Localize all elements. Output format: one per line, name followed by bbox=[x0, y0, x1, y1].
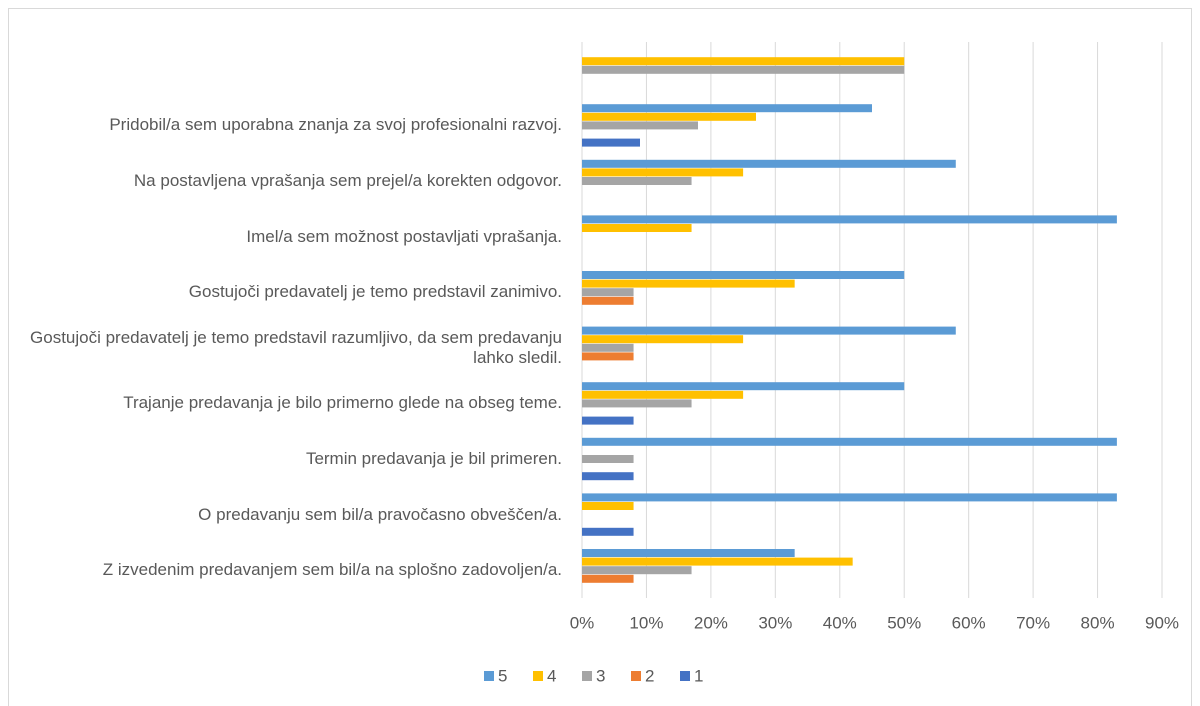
bar bbox=[582, 343, 634, 352]
bar bbox=[582, 502, 634, 510]
bar bbox=[582, 279, 795, 288]
category-label: Gostujoči predavatelj je temo predstavil… bbox=[188, 282, 562, 302]
chart-border bbox=[8, 8, 1192, 706]
bar bbox=[582, 549, 795, 557]
category-label: Z izvedenim predavanjem sem bil/a na spl… bbox=[102, 560, 562, 580]
bar bbox=[582, 65, 905, 74]
bar bbox=[582, 177, 692, 185]
bar bbox=[582, 271, 905, 279]
bar bbox=[582, 224, 692, 232]
x-tick-label: 10% bbox=[629, 613, 663, 632]
bar bbox=[582, 352, 634, 361]
bar bbox=[582, 437, 1117, 446]
bar bbox=[582, 399, 692, 408]
bar bbox=[582, 335, 744, 344]
bar bbox=[582, 104, 872, 113]
x-tick-label: 70% bbox=[1016, 613, 1050, 632]
legend-swatch bbox=[484, 671, 494, 681]
bar bbox=[582, 382, 905, 391]
legend-label: 1 bbox=[694, 666, 703, 685]
legend-label: 5 bbox=[498, 666, 507, 685]
x-tick-label: 0% bbox=[570, 613, 595, 632]
x-tick-label: 60% bbox=[952, 613, 986, 632]
bar bbox=[582, 168, 744, 177]
legend-swatch bbox=[533, 671, 543, 681]
x-tick-label: 40% bbox=[823, 613, 857, 632]
category-label: Trajanje predavanja je bilo primerno gle… bbox=[123, 393, 562, 413]
bar bbox=[582, 215, 1117, 224]
bar bbox=[582, 557, 853, 566]
bar bbox=[582, 296, 634, 305]
category-label: Gostujoči predavatelj je temo predstavil… bbox=[30, 327, 562, 367]
category-label: Termin predavanja je bil primeren. bbox=[305, 448, 562, 468]
category-label: Pridobil/a sem uporabna znanja za svoj p… bbox=[109, 115, 562, 135]
x-tick-label: 30% bbox=[758, 613, 792, 632]
x-tick-label: 80% bbox=[1081, 613, 1115, 632]
category-label: Na postavljena vprašanja sem prejel/a ko… bbox=[133, 170, 562, 190]
bar bbox=[582, 472, 634, 481]
legend-label: 2 bbox=[645, 666, 654, 685]
bar bbox=[582, 112, 756, 121]
bar bbox=[582, 455, 634, 463]
legend-swatch bbox=[631, 671, 641, 681]
bar bbox=[582, 138, 640, 147]
bar bbox=[582, 390, 744, 399]
bar bbox=[582, 566, 692, 575]
legend-label: 3 bbox=[596, 666, 605, 685]
legend-label: 4 bbox=[547, 666, 556, 685]
bar bbox=[582, 493, 1117, 502]
x-tick-label: 20% bbox=[694, 613, 728, 632]
legend-swatch bbox=[680, 671, 690, 681]
category-label: O predavanju sem bil/a pravočasno obvešč… bbox=[198, 504, 562, 524]
bar bbox=[582, 288, 634, 297]
legend-swatch bbox=[582, 671, 592, 681]
category-label: Imel/a sem možnost postavljati vprašanja… bbox=[246, 226, 562, 246]
x-tick-label: 90% bbox=[1145, 613, 1179, 632]
x-tick-label: 50% bbox=[887, 613, 921, 632]
bar bbox=[582, 326, 956, 335]
bar bbox=[582, 416, 634, 425]
bar bbox=[582, 159, 956, 168]
bar bbox=[582, 574, 634, 583]
bar bbox=[582, 57, 905, 66]
bar bbox=[582, 527, 634, 536]
bar bbox=[582, 121, 698, 130]
